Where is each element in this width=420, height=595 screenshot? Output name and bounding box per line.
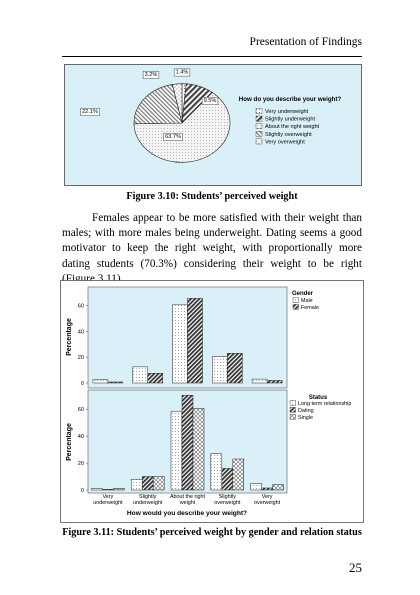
pie-legend: Very underweight Slightly underweightAbou… <box>255 108 320 145</box>
bar-gender-male-very-overweight <box>251 378 268 384</box>
pie-slice-label-box <box>163 133 183 141</box>
pie-slice-slightly-overweight <box>133 84 183 125</box>
pie-slice-labels: 1.4% 9.5% 63.7% 22.1% 3.2% <box>80 68 219 141</box>
bar-status-dating-about-the-right-weight <box>181 395 194 491</box>
pie-legend-label-slightly-overweight: Slightly overweight <box>265 132 312 138</box>
bar-gender-female-slightly-underweight <box>147 373 163 384</box>
pie-slice-about-the-right-weight <box>133 92 231 163</box>
y-tick-label-status: 60 <box>78 407 84 413</box>
pie-slice-label-box <box>201 97 219 105</box>
legend-label-single: Single <box>298 415 313 421</box>
x-tick-label-about-the-right-weight: About the right <box>170 494 206 500</box>
bar-status-single-slightly-underweight <box>152 476 165 491</box>
x-tick-label-slightly-underweight: underweight <box>133 500 163 506</box>
bar-gender-female-very-overweight <box>266 380 283 384</box>
bar-status-single-about-the-right-weight <box>192 408 205 491</box>
pie-slice-label-slightly-overweight: 22.1% <box>82 109 98 115</box>
pie-legend-title: How do you describe your weight? <box>239 96 342 103</box>
bar-gender-female-slightly-overweight <box>227 353 243 384</box>
legend-swatch-single <box>289 414 296 420</box>
page-number: 25 <box>349 560 362 575</box>
bar-status-single-very-underweight <box>113 488 125 491</box>
figure-3-11-caption: Figure 3.11: Students’ perceived weight … <box>62 527 362 538</box>
bar-gender-male-very-underweight <box>92 379 109 384</box>
x-tick-label-very-overweight: overweight <box>254 500 281 506</box>
y-tick-label-gender: 40 <box>78 329 84 335</box>
pie-slice-very-overweight <box>172 83 183 124</box>
paragraph-text: Females appear to be more satisfied with… <box>62 212 362 285</box>
pie-legend-swatch-very-underweight <box>255 108 263 114</box>
bar-status-single-very-overweight <box>272 484 284 491</box>
page-header: Presentation of Findings <box>249 36 362 48</box>
legend-label-male: Male <box>301 298 313 304</box>
pie-slice-label-about-the-right-weight: 63.7% <box>165 134 181 140</box>
bar-chart-figure: 02040600204060VeryunderweightSlightlyund… <box>60 280 364 523</box>
bar-gender-female-very-underweight <box>107 381 124 384</box>
bar-gender-female-about-the-right-weight <box>187 298 203 384</box>
bar-axes: 02040600204060VeryunderweightSlightlyund… <box>78 304 281 507</box>
pie-legend-swatch-very-overweight <box>255 138 263 145</box>
legend-swatch-female <box>292 304 299 310</box>
pie-slice-label-box <box>80 108 100 116</box>
bar-status-dating-slightly-underweight <box>141 476 154 491</box>
y-tick-label-status: 40 <box>78 434 84 440</box>
status-y-axis-label: Percentage <box>66 423 73 461</box>
bar-status-long-term-relationship-very-overweight <box>250 483 262 491</box>
pie-slice-label-slightly-underweight: 9.5% <box>204 98 217 104</box>
bar-status-long-term-relationship-slightly-underweight <box>130 478 143 491</box>
y-tick-label-gender: 0 <box>81 381 84 387</box>
x-tick-label-very-overweight: Very <box>262 494 273 500</box>
bar-status-long-term-relationship-about-the-right-weight <box>170 410 183 491</box>
bar-status-dating-slightly-overweight <box>221 468 234 491</box>
bar-gender-male-slightly-underweight <box>132 366 148 384</box>
bar-status-single-slightly-overweight <box>232 458 245 491</box>
x-axis-label: How would you describe your weight? <box>127 510 247 517</box>
pie-legend-label-slightly-underweight: Slightly underweight <box>265 117 316 123</box>
gender-legend-title: Gender <box>292 291 314 297</box>
legend-label-dating: Dating <box>298 408 314 414</box>
status-legend-title: Status <box>309 395 328 401</box>
pie-legend-swatch-slightly-underweight <box>255 115 263 122</box>
x-tick-label-slightly-overweight: overweight <box>214 500 241 506</box>
pie-legend-label-very-underweight: Very underweight <box>265 109 309 115</box>
y-tick-label-gender: 60 <box>78 304 84 310</box>
pie-slice-label-box <box>142 71 160 79</box>
x-tick-label-very-underweight: Very <box>103 494 114 500</box>
y-tick-label-status: 0 <box>81 488 84 494</box>
pie-slice-label-very-underweight: 1.4% <box>176 70 189 76</box>
bar-status-dating-very-underweight <box>102 489 114 491</box>
header-rule <box>62 56 362 57</box>
pie-chart-figure: 1.4% 9.5% 63.7% 22.1% 3.2% How do you descri… <box>64 64 362 186</box>
pie-slice-label-box <box>173 68 191 77</box>
legend-swatch-dating <box>289 407 296 413</box>
legend-label-female: Female <box>301 305 319 311</box>
pie-legend-swatch-about-the-right-weight <box>255 123 263 129</box>
y-tick-label-status: 20 <box>78 461 84 467</box>
pie-legend-label-about-the-right-weight: About the right weight <box>265 124 320 130</box>
legend-label-long-term-relationship: Long term relationship <box>298 401 351 407</box>
pie-slice-label-very-overweight: 3.2% <box>145 72 158 78</box>
pie-slices <box>133 83 231 163</box>
x-tick-label-slightly-overweight: Slightly <box>219 494 237 500</box>
bar-gender-male-about-the-right-weight <box>172 304 188 384</box>
figure-3-10-caption: Figure 3.10: Students’ perceived weight <box>126 191 298 202</box>
legend-swatch-male <box>292 297 299 303</box>
x-tick-label-slightly-underweight: Slightly <box>139 494 157 500</box>
bar-gender-male-slightly-overweight <box>212 356 228 384</box>
x-tick-label-very-underweight: underweight <box>93 500 123 506</box>
legend-swatch-long-term-relationship <box>289 400 296 406</box>
bar-marks <box>91 298 284 491</box>
bar-status-long-term-relationship-slightly-overweight <box>210 453 223 491</box>
pie-legend-swatch-slightly-overweight <box>255 130 263 137</box>
bar-status-dating-very-overweight <box>261 487 273 491</box>
y-tick-label-gender: 20 <box>78 355 84 361</box>
pie-legend-label-very-overweight: Very overweight <box>265 139 305 145</box>
x-tick-label-about-the-right-weight: weight <box>179 500 196 506</box>
body-paragraph: Females appear to be more satisfied with… <box>62 211 362 287</box>
bar-status-long-term-relationship-very-underweight <box>91 488 103 491</box>
gender-y-axis-label: Percentage <box>66 318 73 356</box>
